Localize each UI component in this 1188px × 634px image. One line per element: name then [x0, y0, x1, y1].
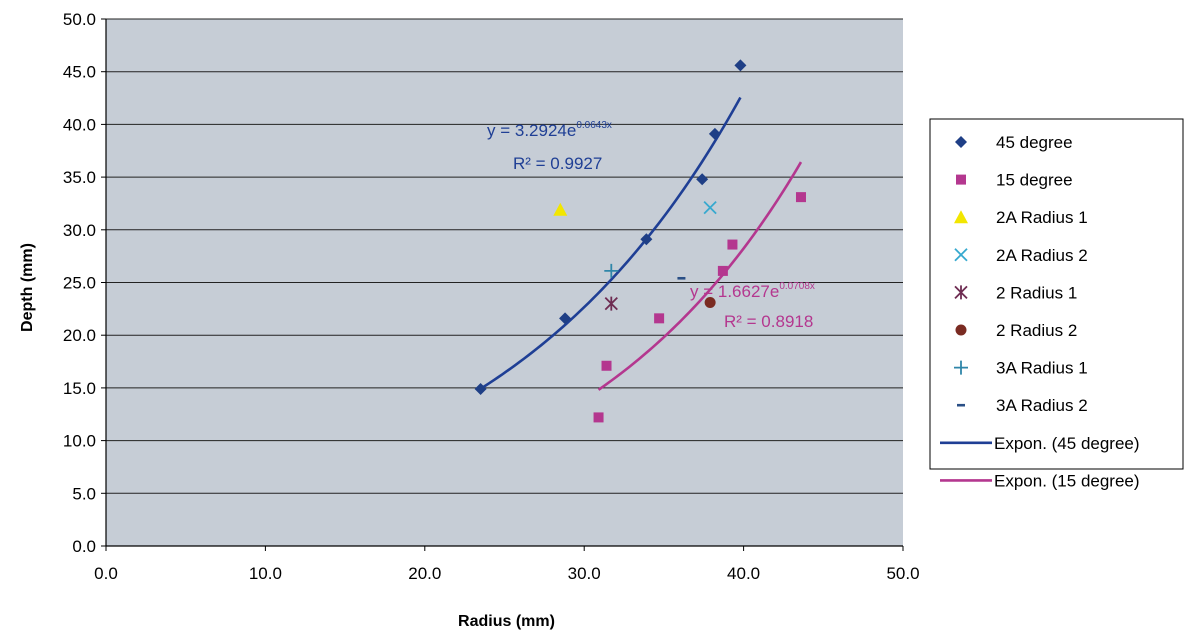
y-tick-label: 5.0	[72, 484, 96, 503]
data-point	[601, 360, 612, 371]
data-point	[734, 59, 747, 72]
legend-label: 15 degree	[996, 171, 1073, 190]
data-point	[795, 192, 806, 203]
x-tick-label: 30.0	[568, 564, 601, 583]
y-tick-label: 45.0	[63, 63, 96, 82]
x-axis-title: Radius (mm)	[458, 613, 555, 630]
data-point	[559, 312, 572, 325]
data-point	[604, 263, 619, 278]
data-point	[704, 297, 716, 309]
data-point	[474, 382, 487, 395]
data-point	[553, 202, 568, 216]
legend-item: 3A Radius 1	[954, 359, 1088, 378]
legend-symbol	[956, 174, 966, 185]
trendline-45-degree	[479, 96, 742, 390]
legend-box	[929, 118, 1184, 470]
y-tick-label: 0.0	[72, 537, 96, 556]
legend-symbol	[954, 360, 968, 375]
legend-label: 3A Radius 1	[996, 359, 1088, 378]
x-tick-label: 50.0	[886, 564, 919, 583]
y-tick-label: 50.0	[63, 10, 96, 29]
data-point	[717, 265, 728, 276]
data-point	[640, 233, 653, 246]
y-tick-label: 15.0	[63, 379, 96, 398]
y-tick-label: 20.0	[63, 326, 96, 345]
y-tick-label: 40.0	[63, 115, 96, 134]
data-point	[604, 296, 618, 311]
data-point	[593, 412, 604, 423]
legend-label: 3A Radius 2	[996, 396, 1088, 415]
legend-item: 2 Radius 2	[955, 321, 1077, 340]
legend-symbol	[954, 210, 968, 224]
y-axis-title: Depth (mm)	[19, 243, 36, 332]
legend-label: 45 degree	[996, 133, 1073, 152]
data-point	[696, 173, 709, 186]
legend-label: 2A Radius 2	[996, 246, 1088, 265]
y-tick-label: 30.0	[63, 221, 96, 240]
x-tick-label: 20.0	[408, 564, 441, 583]
data-point	[708, 127, 721, 140]
x-tick-label: 40.0	[727, 564, 760, 583]
legend-label: 2 Radius 1	[996, 283, 1077, 302]
trendline-equation: y = 3.2924e0.0643x	[487, 120, 612, 140]
legend-item: Expon. (15 degree)	[940, 471, 1140, 490]
trendline-r-squared: R² = 0.8918	[724, 312, 813, 331]
legend-item: Expon. (45 degree)	[940, 434, 1140, 453]
y-tick-label: 35.0	[63, 168, 96, 187]
legend-symbol	[954, 248, 968, 262]
data-point	[654, 313, 665, 324]
legend-item: 2A Radius 1	[954, 208, 1088, 227]
axes: 0.0 5.0 10.0 15.0 20.0 25.0 30.0 35.0 40.0 45.0 50…	[19, 10, 920, 630]
trendline-15-degree	[597, 161, 803, 391]
x-tick-label: 0.0	[94, 564, 118, 583]
data-marks: y = 3.2924e0.0643x R² = 0.9927 y = 1.6627e…	[474, 59, 815, 423]
x-tick-label: 10.0	[249, 564, 282, 583]
y-tick-label: 25.0	[63, 274, 96, 293]
legend-symbol	[955, 324, 967, 336]
plot-area	[106, 18, 903, 546]
legend: 45 degree 15 degree 2A Radius 1 2A Radius 2…	[929, 118, 1184, 490]
legend-item: 45 degree	[955, 133, 1073, 152]
legend-item: 15 degree	[956, 171, 1073, 190]
legend-label: Expon. (15 degree)	[994, 471, 1140, 490]
legend-label: 2 Radius 2	[996, 321, 1077, 340]
legend-item: 2 Radius 1	[954, 283, 1077, 302]
data-point	[703, 201, 717, 215]
y-tick-label: 10.0	[63, 432, 96, 451]
legend-label: 2A Radius 1	[996, 208, 1088, 227]
legend-item: 2A Radius 2	[954, 246, 1088, 265]
legend-symbol	[955, 136, 967, 148]
trendline-r-squared: R² = 0.9927	[513, 154, 602, 173]
legend-label: Expon. (45 degree)	[994, 434, 1140, 453]
trendline-equation: y = 1.6627e0.0708x	[690, 281, 815, 301]
data-point	[727, 239, 738, 250]
legend-symbol	[954, 285, 968, 300]
legend-item: 3A Radius 2	[957, 396, 1088, 415]
